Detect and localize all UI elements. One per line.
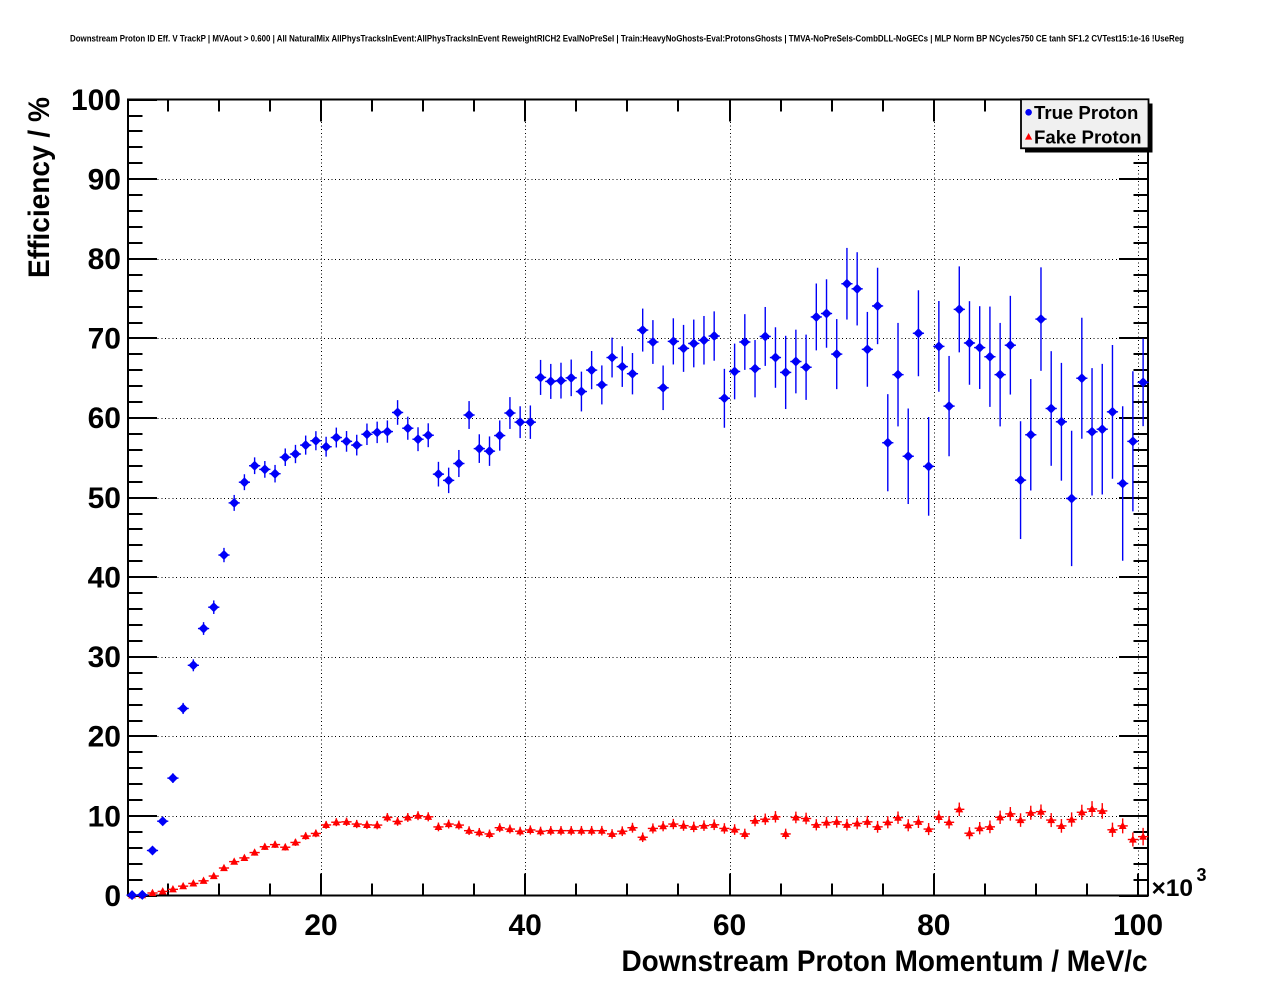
svg-text:Downstream Proton ID Eff. V Tr: Downstream Proton ID Eff. V TrackP | MVA… (70, 34, 1184, 45)
svg-text:60: 60 (713, 909, 746, 942)
svg-text:×10: ×10 (1152, 875, 1194, 902)
svg-text:100: 100 (71, 84, 121, 117)
svg-text:20: 20 (88, 721, 121, 754)
svg-text:80: 80 (88, 243, 121, 276)
svg-text:True Proton: True Proton (1034, 102, 1138, 123)
svg-text:90: 90 (88, 163, 121, 196)
svg-text:Efficiency / %: Efficiency / % (23, 97, 56, 278)
svg-text:40: 40 (88, 562, 121, 595)
svg-text:40: 40 (509, 909, 542, 942)
svg-text:0: 0 (104, 880, 121, 913)
svg-text:80: 80 (917, 909, 950, 942)
svg-text:Downstream Proton Momentum / M: Downstream Proton Momentum / MeV/c (622, 945, 1148, 978)
svg-text:70: 70 (88, 323, 121, 356)
svg-text:3: 3 (1197, 865, 1207, 885)
svg-text:50: 50 (88, 482, 121, 515)
svg-text:30: 30 (88, 641, 121, 674)
svg-text:Fake Proton: Fake Proton (1034, 126, 1141, 147)
svg-text:10: 10 (88, 800, 121, 833)
svg-text:100: 100 (1113, 909, 1163, 942)
svg-text:20: 20 (304, 909, 337, 942)
svg-text:60: 60 (88, 402, 121, 435)
